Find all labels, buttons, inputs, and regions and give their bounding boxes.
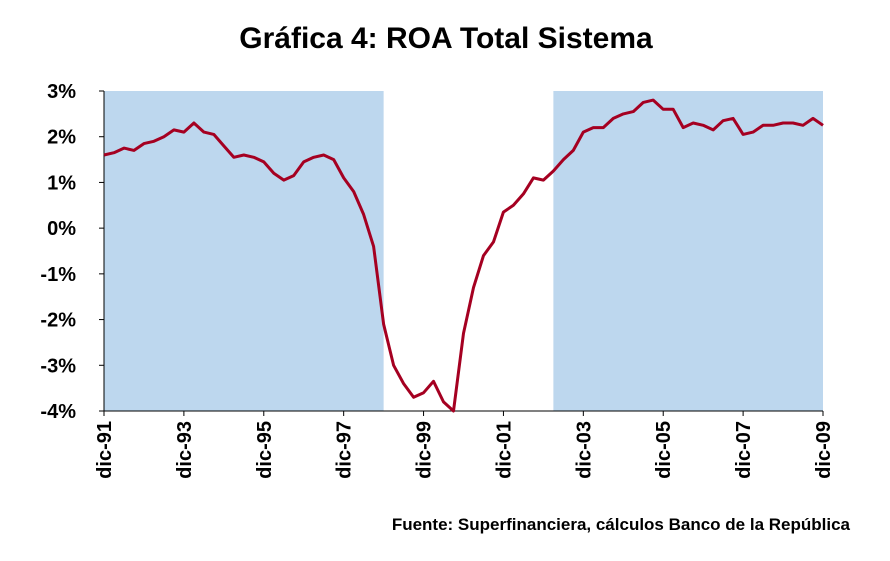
- y-tick-label: 3%: [47, 81, 76, 103]
- y-tick-label: -1%: [40, 264, 76, 286]
- shaded-period: [553, 91, 823, 411]
- y-tick-label: 0%: [47, 218, 76, 240]
- y-tick-label: -2%: [40, 310, 76, 332]
- x-tick-label: dic-01: [493, 421, 515, 479]
- x-tick-label: dic-03: [573, 421, 595, 479]
- data-line: [103, 98, 824, 413]
- x-tick-label: dic-05: [653, 421, 675, 479]
- y-tick-label: -4%: [40, 401, 76, 423]
- x-tick-label: dic-07: [733, 421, 755, 479]
- y-tick-label: 1%: [47, 172, 76, 194]
- x-tick-label: dic-99: [414, 421, 436, 479]
- y-tick-label: -3%: [40, 355, 76, 377]
- y-tick-label: 2%: [47, 127, 76, 149]
- x-tick-label: dic-97: [334, 421, 356, 479]
- shaded-period: [104, 91, 384, 411]
- chart-title: Gráfica 4: ROA Total Sistema: [239, 22, 653, 55]
- source-note: Fuente: Superfinanciera, cálculos Banco …: [392, 515, 851, 534]
- x-tick-label: dic-91: [94, 421, 116, 479]
- x-tick-label: dic-09: [813, 421, 835, 479]
- x-tick-label: dic-95: [254, 421, 276, 479]
- x-tick-label: dic-93: [174, 421, 196, 479]
